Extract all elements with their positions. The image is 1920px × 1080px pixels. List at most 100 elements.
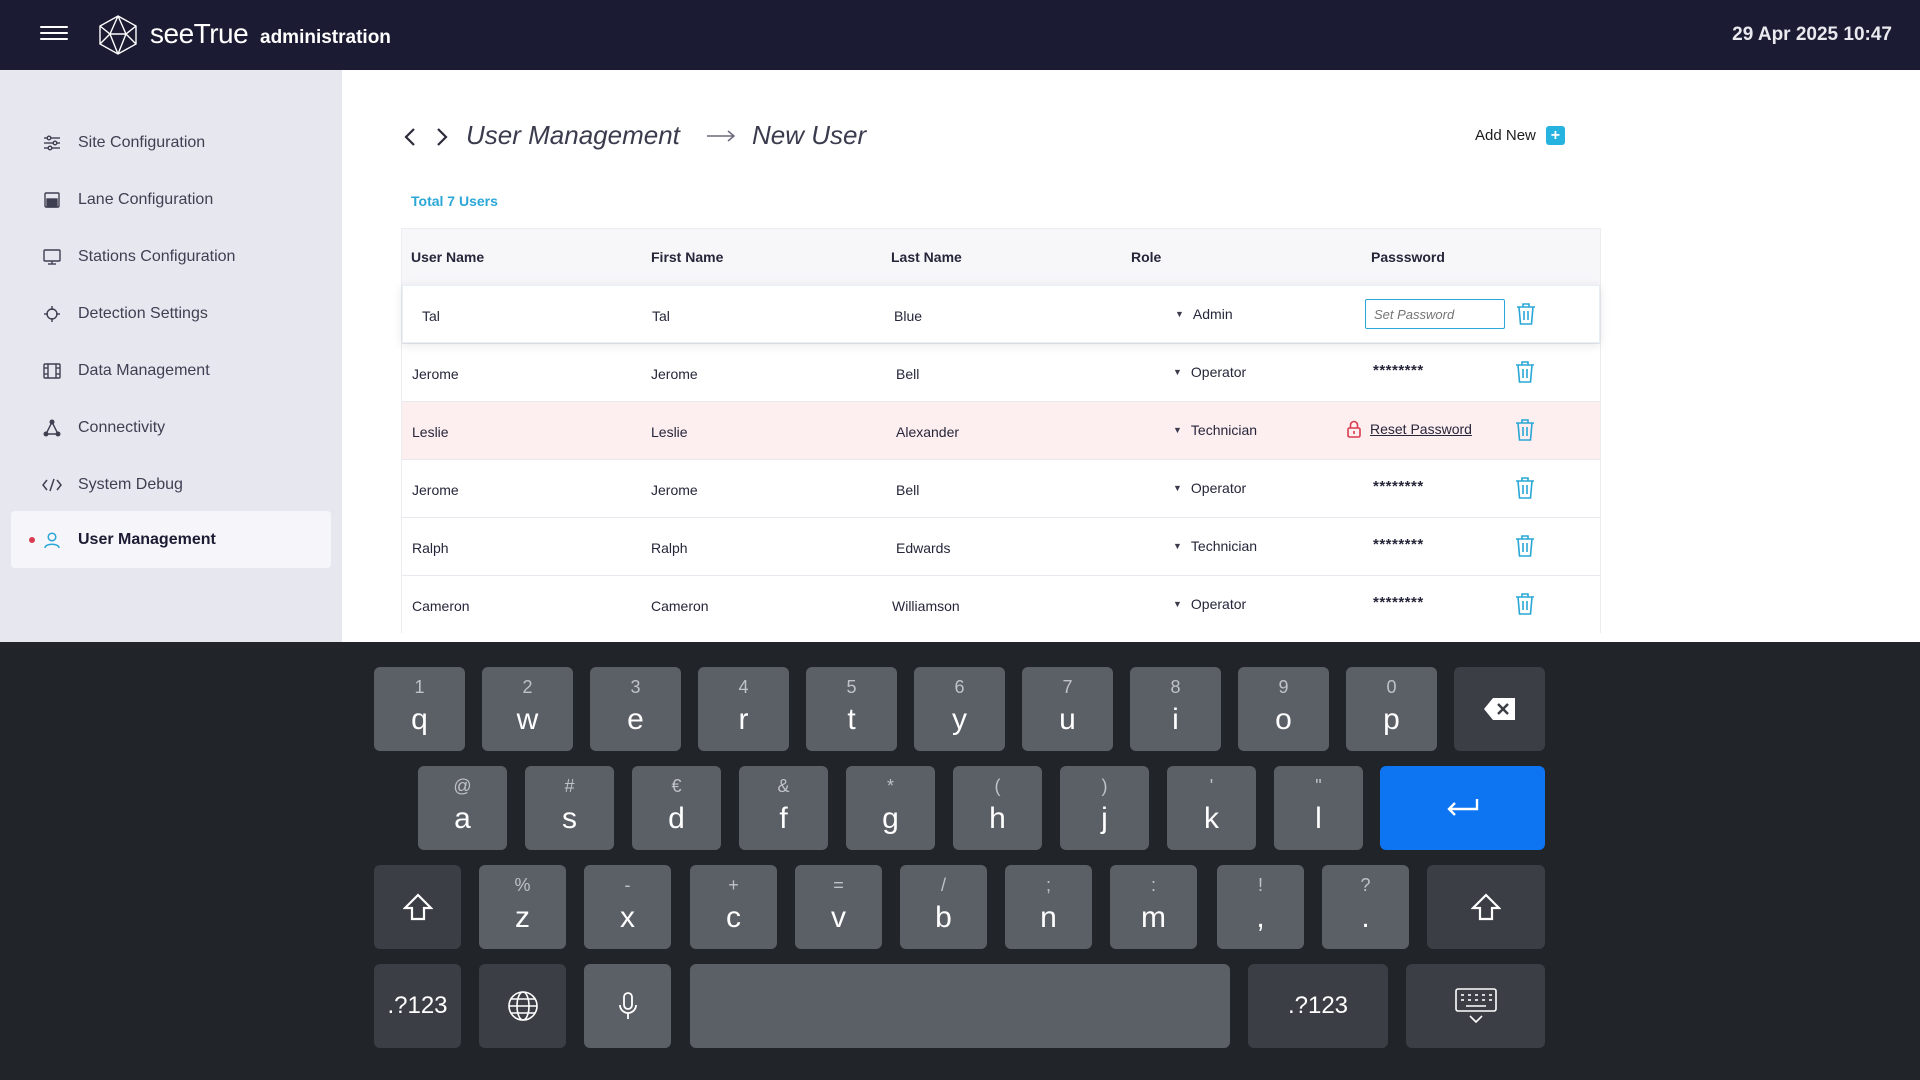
table-row[interactable]: Jerome Jerome Bell ▼ Operator ******** [402, 343, 1600, 401]
enter-key[interactable] [1380, 766, 1545, 850]
key-hint: = [833, 875, 844, 895]
key-a[interactable]: @ a [418, 766, 507, 850]
role-dropdown[interactable]: ▼ Technician [1173, 422, 1257, 438]
table-row[interactable]: Cameron Cameron Williamson ▼ Operator ***… [402, 575, 1600, 633]
sidebar-item-detection-settings[interactable]: Detection Settings [11, 285, 331, 342]
table-row[interactable]: Tal Tal Blue ▼ Admin [402, 285, 1600, 343]
sidebar-item-site-configuration[interactable]: Site Configuration [11, 114, 331, 171]
key-d[interactable]: € d [632, 766, 721, 850]
key-hint: @ [453, 776, 472, 796]
table-row[interactable]: Leslie Leslie Alexander ▼ Technician Rese… [402, 401, 1600, 459]
cell-last-name: Alexander [896, 424, 960, 440]
key-hint: ) [1101, 776, 1108, 796]
spacebar-key[interactable] [690, 964, 1230, 1048]
backspace-key[interactable] [1454, 667, 1545, 751]
role-dropdown[interactable]: ▼ Operator [1173, 596, 1246, 612]
hamburger-icon[interactable] [40, 22, 68, 46]
key-char: h [989, 802, 1006, 835]
add-new-button[interactable]: Add New + [1475, 126, 1565, 145]
sidebar-item-stations-configuration[interactable]: Stations Configuration [11, 228, 331, 285]
trash-icon[interactable] [1514, 534, 1536, 558]
microphone-icon [618, 992, 637, 1019]
symbols-key-left[interactable]: .?123 [374, 964, 461, 1048]
back-arrow-icon[interactable] [400, 122, 420, 152]
key-hint: 1 [414, 677, 425, 697]
key-b[interactable]: / b [900, 865, 987, 949]
key-j[interactable]: ) j [1060, 766, 1149, 850]
microphone-key[interactable] [584, 964, 671, 1048]
key-l[interactable]: " l [1274, 766, 1363, 850]
shift-key-right[interactable] [1427, 865, 1545, 949]
key-hint: " [1315, 776, 1322, 796]
key-char: p [1383, 703, 1400, 736]
sidebar-item-system-debug[interactable]: System Debug [11, 456, 331, 513]
key-char: c [726, 901, 741, 934]
trash-icon[interactable] [1514, 418, 1536, 442]
key-x[interactable]: -x [584, 865, 671, 949]
key-char: i [1172, 703, 1179, 736]
brand-subtitle: administration [260, 27, 391, 48]
role-dropdown[interactable]: ▼ Operator [1173, 364, 1246, 380]
key-n[interactable]: ; n [1005, 865, 1092, 949]
key-h[interactable]: (h [953, 766, 1042, 850]
language-key[interactable] [479, 964, 566, 1048]
cell-username[interactable]: Tal [422, 308, 440, 324]
cell-first-name: Leslie [651, 424, 688, 440]
key-char: n [1040, 901, 1057, 934]
key-c[interactable]: + c [690, 865, 777, 949]
trash-icon[interactable] [1515, 302, 1537, 326]
hide-keyboard-key[interactable] [1406, 964, 1545, 1048]
sidebar-item-label: Detection Settings [78, 304, 208, 322]
set-password-input[interactable] [1365, 299, 1505, 329]
sidebar-item-data-management[interactable]: Data Management [11, 342, 331, 399]
password-mask: ******** [1373, 362, 1424, 379]
role-dropdown[interactable]: ▼ Technician [1173, 538, 1257, 554]
cell-last-name[interactable]: Blue [894, 308, 923, 324]
key-period[interactable]: ?. [1322, 865, 1409, 949]
table-row[interactable]: Jerome Jerome Bell ▼ Operator ******** [402, 459, 1600, 517]
cell-first-name[interactable]: Tal [652, 308, 670, 324]
breadcrumb-user-management[interactable]: User Management [466, 120, 680, 150]
symbols-key-right[interactable]: .?123 [1248, 964, 1388, 1048]
key-z[interactable]: % z [479, 865, 566, 949]
sidebar-item-connectivity[interactable]: Connectivity [11, 399, 331, 456]
forward-arrow-icon[interactable] [432, 122, 452, 152]
sidebar-item-lane-configuration[interactable]: Lane Configuration [11, 171, 331, 228]
key-k[interactable]: ' k [1167, 766, 1256, 850]
key-hint: 0 [1386, 677, 1397, 697]
trash-icon[interactable] [1514, 360, 1536, 384]
key-char: j [1101, 802, 1108, 835]
role-dropdown[interactable]: ▼ Operator [1173, 480, 1246, 496]
key-hint: : [1150, 875, 1156, 895]
password-mask: ******** [1373, 478, 1424, 495]
sidebar-item-user-management[interactable]: User Management [11, 511, 331, 568]
key-comma[interactable]: !, [1217, 865, 1304, 949]
table-row[interactable]: Ralph Ralph Edwards ▼ Technician ******** [402, 517, 1600, 575]
key-f[interactable]: & f [739, 766, 828, 850]
column-header-role: Role [1131, 249, 1162, 265]
trash-icon[interactable] [1514, 592, 1536, 616]
trash-icon[interactable] [1514, 476, 1536, 500]
role-dropdown[interactable]: ▼ Admin [1175, 306, 1233, 322]
shift-key-left[interactable] [374, 865, 461, 949]
caret-down-icon: ▼ [1173, 367, 1182, 377]
user-icon [42, 530, 62, 550]
key-g[interactable]: * g [846, 766, 935, 850]
key-v[interactable]: = v [795, 865, 882, 949]
key-s[interactable]: # s [525, 766, 614, 850]
key-m[interactable]: :m [1110, 865, 1197, 949]
cell-username: Cameron [412, 598, 470, 614]
reset-password-link[interactable]: Reset Password [1346, 420, 1472, 438]
symbols-key-label: .?123 [1287, 992, 1349, 1019]
table-header: User Name First Name Last Name Role Pass… [402, 229, 1600, 285]
